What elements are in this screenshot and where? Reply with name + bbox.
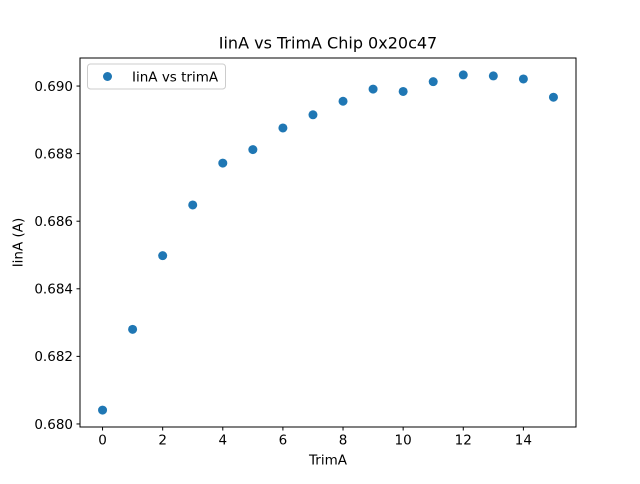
y-tick-label: 0.684 [34, 282, 73, 298]
x-tick-label: 14 [515, 433, 532, 449]
data-point [428, 77, 438, 87]
data-point [278, 123, 288, 133]
x-tick-label: 12 [455, 433, 472, 449]
legend-label: IinA vs trimA [132, 69, 219, 85]
data-point [368, 84, 378, 94]
data-point [188, 200, 198, 210]
y-axis-ticks: 0.680 0.682 0.684 0.686 0.688 0.690 [34, 79, 80, 433]
x-axis-ticks: 0 2 4 6 8 10 12 14 [98, 427, 532, 449]
data-point [488, 71, 498, 81]
data-point [98, 405, 108, 415]
data-point [128, 324, 138, 334]
y-tick-label: 0.688 [34, 146, 73, 162]
x-tick-label: 6 [279, 433, 288, 449]
x-axis-label: TrimA [308, 453, 348, 469]
y-tick-label: 0.682 [34, 349, 73, 365]
data-point [158, 251, 168, 261]
x-tick-label: 4 [218, 433, 227, 449]
data-point [518, 74, 528, 84]
x-tick-label: 2 [158, 433, 167, 449]
data-point [338, 96, 348, 106]
y-tick-label: 0.680 [34, 417, 73, 433]
scatter-marker-icon [103, 72, 112, 81]
data-point [548, 92, 558, 102]
x-tick-label: 0 [98, 433, 107, 449]
legend-box [87, 63, 226, 90]
data-point [248, 145, 258, 155]
x-tick-label: 8 [339, 433, 348, 449]
data-point [398, 86, 408, 96]
data-point [308, 110, 318, 120]
data-point [218, 158, 228, 168]
axes-frame [79, 57, 577, 428]
data-points [98, 70, 558, 415]
x-tick-label: 10 [395, 433, 412, 449]
data-point [458, 70, 468, 80]
y-tick-label: 0.686 [34, 214, 73, 230]
y-axis-label: IinA (A) [11, 218, 27, 268]
chart-title: IinA vs TrimA Chip 0x20c47 [219, 34, 437, 53]
legend: IinA vs trimA [87, 63, 226, 90]
y-tick-label: 0.690 [34, 79, 73, 95]
